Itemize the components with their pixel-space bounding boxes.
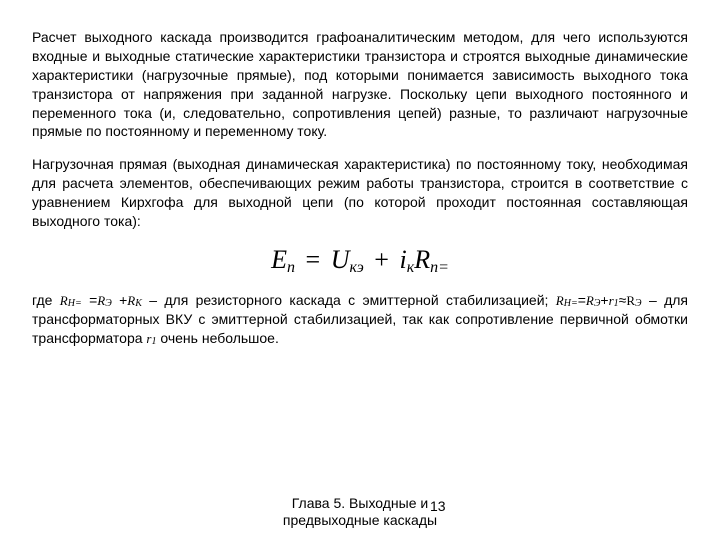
eq-equals: = <box>302 245 325 274</box>
paragraph-2: Нагрузочная прямая (выходная динамическа… <box>32 155 688 231</box>
eq-R-sub: n= <box>430 259 449 276</box>
where-RH2: R <box>556 293 564 308</box>
eq-R: R <box>414 245 430 274</box>
eq-U-sub: кэ <box>349 259 363 276</box>
where-RE3: R <box>626 293 635 308</box>
footer-chapter-line1: Глава 5. Выходные и <box>292 495 428 511</box>
equation: En = Uкэ + iкRn= <box>32 245 688 277</box>
where-paragraph: где RН= =RЭ +RК – для резисторного каска… <box>32 291 688 349</box>
where-eq2: = <box>578 292 586 308</box>
where-line2-end: очень небольшое. <box>156 330 278 346</box>
footer-chapter-line2: предвыходные каскады <box>283 512 437 528</box>
where-RE2: R <box>586 293 594 308</box>
where-plus: + <box>112 292 128 308</box>
where-RK-sub: К <box>135 298 142 309</box>
where-lead: где <box>32 292 60 308</box>
where-line1-tail: – для резисторного каскада с эмиттерной … <box>142 292 549 308</box>
where-RH-sub: Н= <box>68 298 82 309</box>
page: Расчет выходного каскада производится гр… <box>0 0 720 540</box>
eq-plus: + <box>370 245 393 274</box>
where-RH2-sub: Н= <box>564 298 578 309</box>
where-RE: R <box>97 293 105 308</box>
footer: Глава 5. Выходные и предвыходные каскады <box>0 495 720 531</box>
footer-chapter: Глава 5. Выходные и предвыходные каскады <box>283 495 437 530</box>
where-RH: R <box>60 293 68 308</box>
eq-E: E <box>271 245 287 274</box>
paragraph-1: Расчет выходного каскада производится гр… <box>32 28 688 141</box>
eq-E-sub: n <box>287 259 295 276</box>
eq-i: i <box>399 245 406 274</box>
where-plus2: + <box>600 292 608 308</box>
page-number: 13 <box>430 498 446 514</box>
eq-U: U <box>331 245 350 274</box>
where-eq: = <box>82 292 98 308</box>
